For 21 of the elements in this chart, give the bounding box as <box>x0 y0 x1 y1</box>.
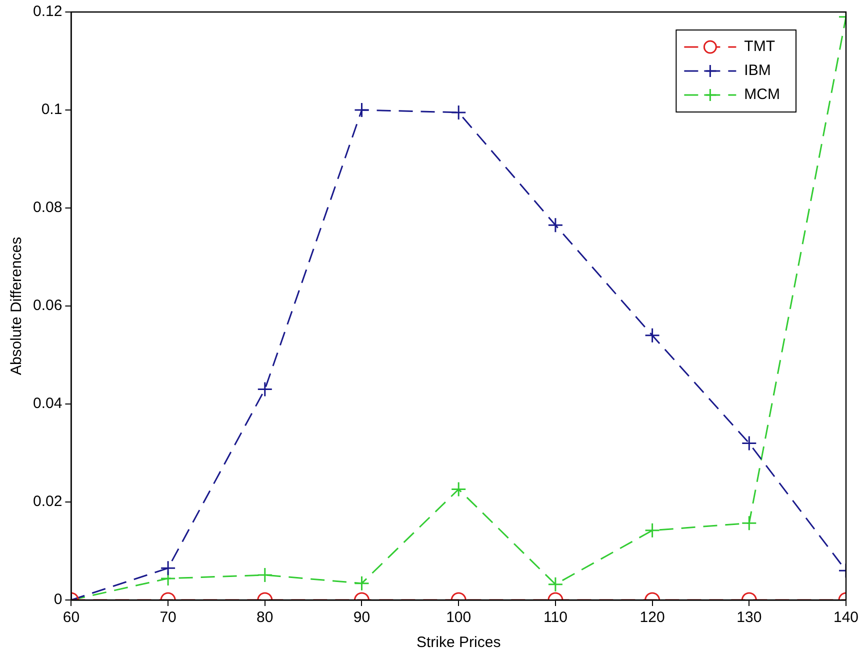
y-tick-label: 0.12 <box>32 3 62 20</box>
x-tick-label: 80 <box>256 609 274 626</box>
y-tick-label: 0.06 <box>32 297 62 314</box>
x-tick-label: 120 <box>640 609 665 626</box>
x-tick-label: 110 <box>543 609 568 626</box>
x-tick-label: 60 <box>62 609 80 626</box>
y-tick-label: 0.08 <box>32 199 62 216</box>
legend-label: MCM <box>744 86 780 104</box>
x-tick-label: 130 <box>736 609 762 626</box>
x-tick-label: 70 <box>160 609 176 626</box>
y-tick-label: 0.1 <box>41 101 62 118</box>
legend-label: IBM <box>744 62 771 80</box>
x-tick-label: 90 <box>353 609 370 626</box>
x-axis-title: Strike Prices <box>416 634 501 652</box>
y-tick-label: 0.02 <box>32 493 62 510</box>
legend-label: TMT <box>744 38 776 56</box>
y-axis-title: Absolute Differences <box>8 236 26 376</box>
y-tick-label: 0.04 <box>32 395 62 412</box>
y-tick-label: 0 <box>54 591 62 608</box>
x-tick-label: 100 <box>446 609 472 626</box>
x-tick-label: 140 <box>833 609 859 626</box>
